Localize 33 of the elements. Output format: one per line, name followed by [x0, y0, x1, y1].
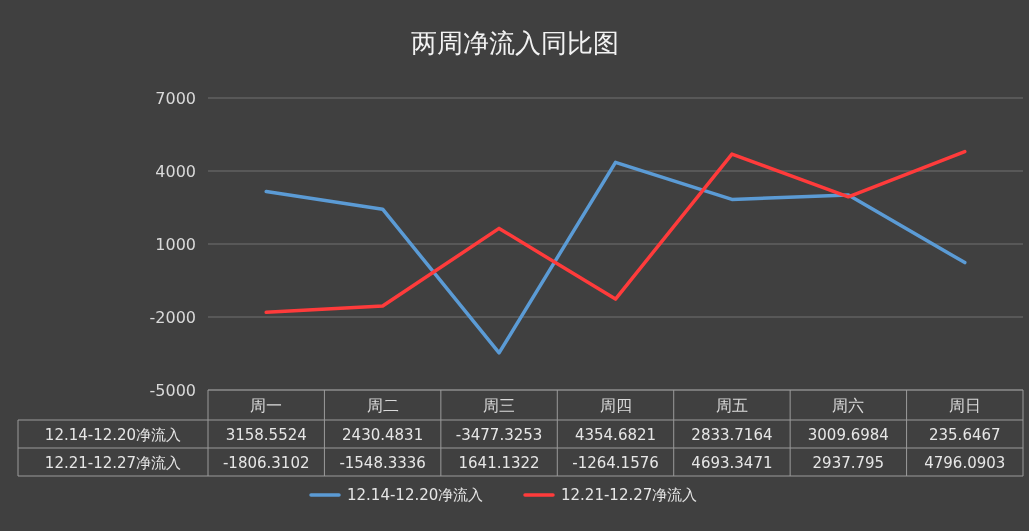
data-label: -3477.3253 — [455, 426, 543, 444]
x-tick-label: 周五 — [715, 396, 748, 415]
data-label: 2833.7164 — [691, 426, 773, 444]
data-label: -1548.3336 — [339, 454, 426, 472]
y-tick-label: 4000 — [155, 162, 196, 181]
data-label: 1641.1322 — [458, 454, 540, 472]
x-tick-label: 周六 — [832, 396, 865, 415]
chart-title: 两周净流入同比图 — [411, 28, 619, 58]
y-tick-label: 7000 — [155, 89, 196, 108]
x-tick-label: 周二 — [366, 396, 399, 415]
data-label: -1264.1576 — [572, 454, 659, 472]
data-label: -1806.3102 — [222, 454, 310, 472]
x-tick-label: 周一 — [250, 396, 283, 415]
data-label: 3009.6984 — [807, 426, 889, 444]
data-label: 2430.4831 — [342, 426, 424, 444]
data-label: 3158.5524 — [225, 426, 307, 444]
y-tick-label: -2000 — [149, 308, 196, 327]
data-label: 2937.795 — [812, 454, 885, 472]
data-label: 235.6467 — [929, 426, 1001, 444]
data-label: 4796.0903 — [924, 454, 1006, 472]
y-tick-label: 1000 — [155, 235, 196, 254]
line-series — [264, 160, 967, 355]
x-tick-label: 周四 — [599, 396, 632, 415]
x-tick-label: 周日 — [948, 396, 981, 415]
legend-label: 12.21-12.27净流入 — [561, 486, 698, 504]
line-series — [264, 149, 967, 315]
text: 12.21-12.27净流入 — [44, 454, 182, 472]
data-label: 4354.6821 — [574, 426, 657, 444]
legend-label: 12.14-12.20净流入 — [347, 486, 484, 504]
data-label: 4693.3471 — [691, 454, 773, 472]
y-tick-label: -5000 — [149, 381, 196, 400]
text: 12.14-12.20净流入 — [44, 426, 182, 444]
x-tick-label: 周三 — [483, 396, 516, 415]
